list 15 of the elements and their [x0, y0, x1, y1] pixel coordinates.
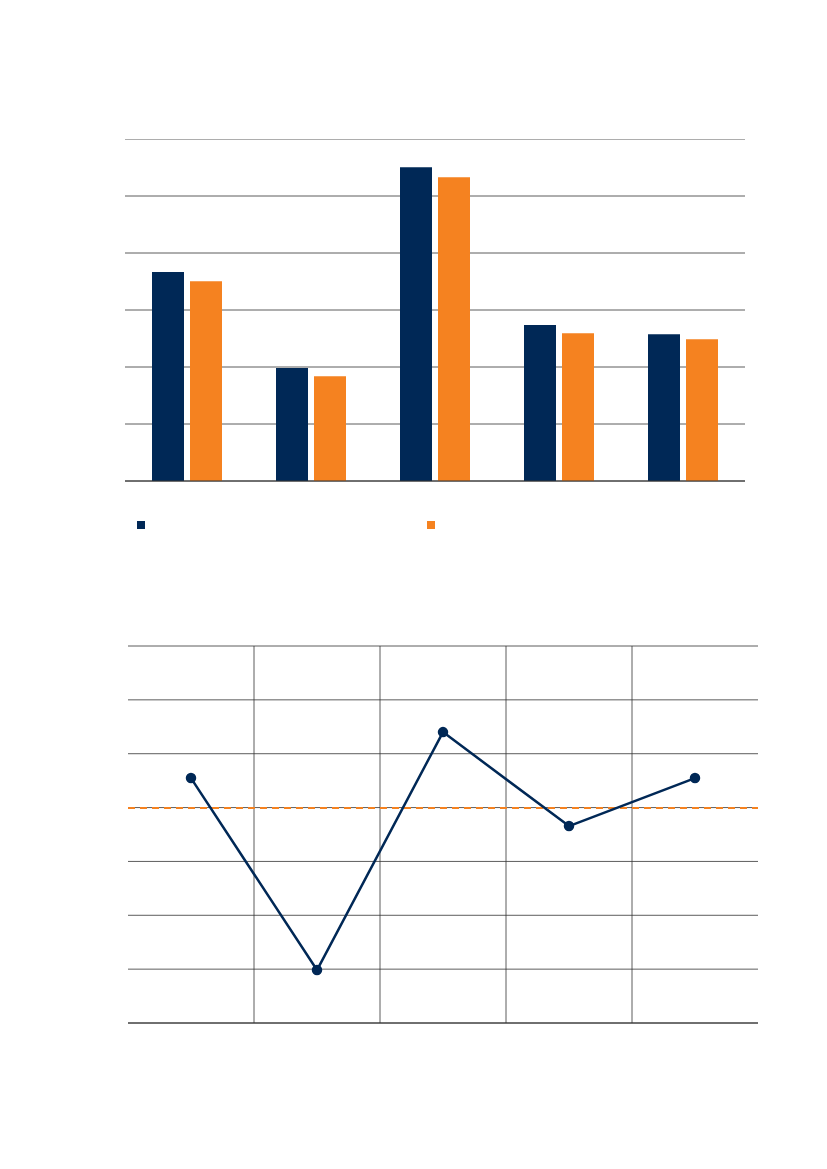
point	[185, 772, 197, 784]
bar	[648, 334, 680, 481]
point	[311, 964, 323, 976]
bar	[400, 167, 432, 481]
bar	[314, 376, 346, 481]
bar	[190, 281, 222, 481]
bar	[276, 368, 308, 481]
bar	[152, 272, 184, 481]
bar	[686, 339, 718, 481]
point	[563, 820, 575, 832]
bar	[562, 333, 594, 481]
point	[437, 726, 449, 738]
bar	[524, 325, 556, 481]
bar	[438, 177, 470, 481]
point	[689, 772, 701, 784]
